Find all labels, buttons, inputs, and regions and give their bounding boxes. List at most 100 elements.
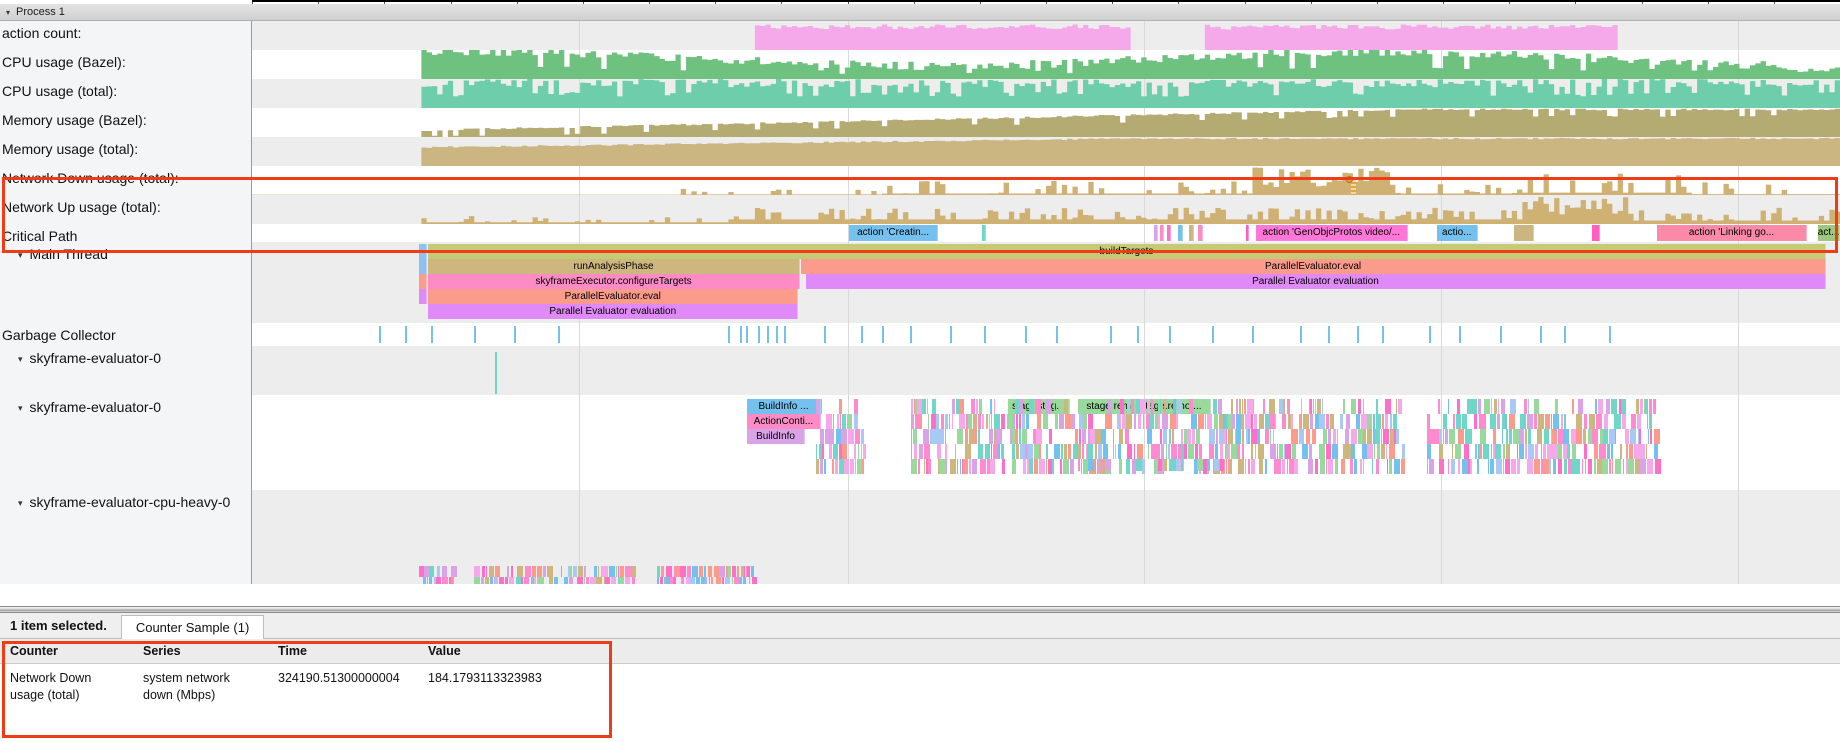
flame-slice[interactable] [1637, 429, 1639, 444]
flame-slice[interactable] [987, 459, 990, 474]
flame-slice[interactable] [1526, 459, 1533, 474]
flame-slice[interactable] [815, 444, 818, 459]
flame-slice[interactable] [1064, 399, 1068, 414]
flame-slice[interactable] [1599, 444, 1606, 459]
flame-slice[interactable] [1285, 444, 1292, 459]
flame-slice[interactable] [1577, 399, 1584, 414]
flame-slice[interactable] [743, 566, 746, 577]
flame-slice[interactable] [863, 444, 867, 459]
flame-slice[interactable] [1063, 444, 1068, 459]
flame-slice[interactable] [933, 429, 940, 444]
flame-slice[interactable] [826, 414, 832, 429]
flame-slice[interactable] [617, 577, 619, 584]
flame-slice[interactable] [854, 429, 860, 444]
flame-slice[interactable] [1639, 399, 1643, 414]
flame-slice[interactable] [1230, 444, 1237, 459]
flame-slice[interactable] [838, 399, 843, 414]
flame-slice[interactable] [928, 459, 932, 474]
flame-slice[interactable] [853, 444, 856, 459]
flame-slice[interactable] [1094, 444, 1098, 459]
flame-slice[interactable] [1169, 429, 1171, 444]
flame-slice[interactable] [586, 577, 589, 584]
flame-slice[interactable] [980, 459, 987, 474]
flame-slice[interactable] [1180, 444, 1185, 459]
flame-slice[interactable] [1273, 459, 1278, 474]
flame-slice[interactable] [1614, 459, 1621, 474]
flame-slice[interactable] [549, 577, 553, 584]
flame-slice[interactable] [1014, 399, 1019, 414]
flame-slice[interactable] [1282, 459, 1285, 474]
flame-slice[interactable] [1552, 444, 1558, 459]
flame-slice[interactable] [1227, 429, 1233, 444]
flame-slice[interactable] [1190, 414, 1197, 429]
flame-slice[interactable] [927, 399, 929, 414]
flame-slice[interactable] [1654, 429, 1661, 444]
flame-slice[interactable] [422, 577, 426, 584]
flame-slice[interactable] [1085, 444, 1087, 459]
flame-slice[interactable] [1611, 459, 1614, 474]
row-label-cpu-usage-total[interactable]: CPU usage (total): [0, 79, 252, 108]
flame-slice[interactable] [1283, 399, 1285, 414]
flame-slice[interactable] [609, 566, 615, 577]
flame-slice[interactable] [1505, 414, 1508, 429]
flame-slice[interactable] [1375, 429, 1380, 444]
flame-slice[interactable] [1478, 414, 1481, 429]
flame-slice[interactable] [1274, 414, 1277, 429]
flame-slice[interactable] [1427, 414, 1430, 429]
flame-slice[interactable] [1055, 414, 1058, 429]
row-label-network-down-usage-total[interactable]: Network Down usage (total): [0, 166, 252, 195]
flame-slice[interactable] [751, 577, 758, 584]
flame-slice[interactable] [1015, 414, 1018, 429]
flame-slice[interactable] [821, 399, 823, 414]
flame-slice[interactable] [1496, 459, 1502, 474]
flame-slice[interactable] [1176, 399, 1183, 414]
flame-slice[interactable] [993, 444, 998, 459]
flame-slice[interactable] [1265, 414, 1269, 429]
row-track-network-down-usage-total[interactable] [252, 166, 1840, 195]
flame-slice[interactable] [1389, 414, 1393, 429]
flame-slice[interactable] [969, 459, 972, 474]
flame-slice[interactable] [815, 414, 818, 429]
flame-slice[interactable] [666, 577, 671, 584]
flame-slice[interactable] [1328, 459, 1334, 474]
flame-slice[interactable] [533, 577, 536, 584]
flame-slice[interactable] [724, 577, 731, 584]
flame-slice[interactable] [998, 444, 1001, 459]
flame-frame[interactable]: ParallelEvaluator.eval [428, 289, 799, 304]
flame-slice[interactable] [1494, 399, 1497, 414]
flame-slice[interactable] [1387, 459, 1389, 474]
flame-slice[interactable] [1340, 414, 1343, 429]
flame-slice[interactable] [1108, 399, 1111, 414]
flame-slice[interactable] [915, 399, 917, 414]
flame-slice[interactable] [1620, 444, 1622, 459]
flame-slice[interactable] [1433, 429, 1439, 444]
flame-slice[interactable] [1624, 429, 1629, 444]
flame-slice[interactable] [448, 577, 451, 584]
flame-slice[interactable] [1119, 414, 1122, 429]
flame-slice[interactable] [1263, 399, 1265, 414]
flame-slice[interactable] [1437, 399, 1440, 414]
flame-slice[interactable] [1126, 399, 1130, 414]
flame-slice[interactable] [433, 577, 436, 584]
flame-slice[interactable] [1230, 399, 1233, 414]
flame-slice[interactable] [482, 566, 485, 577]
flame-slice[interactable] [913, 429, 917, 444]
flame-slice[interactable] [1131, 399, 1135, 414]
flame-slice[interactable] [1314, 399, 1317, 414]
flame-slice[interactable] [1607, 444, 1610, 459]
flame-slice[interactable] [1584, 444, 1587, 459]
flame-slice[interactable] [734, 577, 740, 584]
flame-slice[interactable] [1458, 459, 1461, 474]
flame-slice[interactable] [1456, 399, 1460, 414]
flame-slice[interactable] [1470, 459, 1472, 474]
flame-slice[interactable] [1452, 444, 1454, 459]
flame-slice[interactable] [1388, 444, 1395, 459]
flame-slice[interactable] [1204, 414, 1207, 429]
flame-slice[interactable] [1604, 414, 1608, 429]
flame-slice[interactable] [523, 577, 530, 584]
flame-slice[interactable] [1213, 414, 1218, 429]
flame-slice[interactable] [856, 459, 862, 474]
flame-slice[interactable] [1128, 414, 1132, 429]
flame-slice[interactable] [1309, 399, 1311, 414]
flame-slice[interactable] [1279, 399, 1284, 414]
